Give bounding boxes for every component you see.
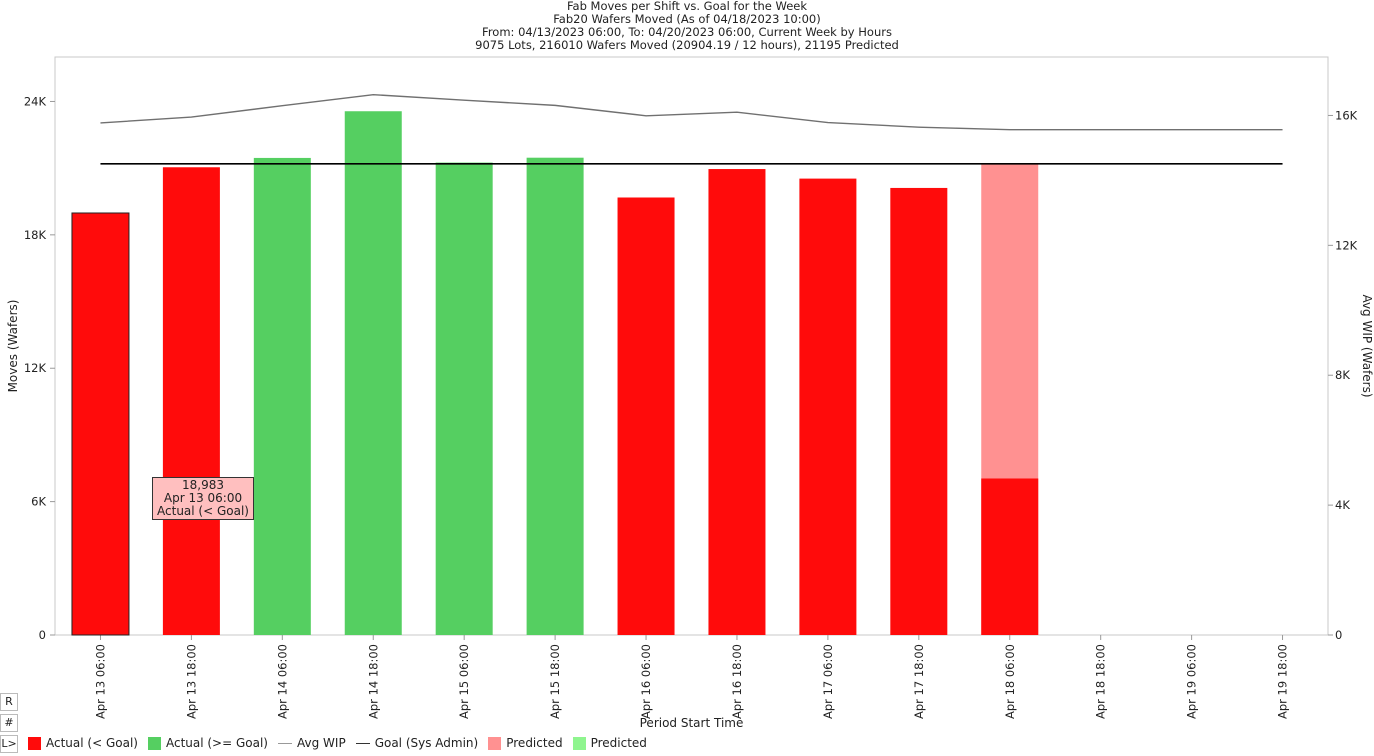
- legend-item-predicted-above[interactable]: Predicted: [572, 736, 647, 750]
- y2-tick-label: 0: [1335, 628, 1342, 642]
- side-toolbar: R # L>: [0, 693, 20, 756]
- actual-bar: [435, 162, 493, 635]
- legend-swatch: [572, 736, 586, 750]
- chart-date-range: From: 04/13/2023 06:00, To: 04/20/2023 0…: [482, 25, 892, 39]
- y2-tick-label: 8K: [1335, 368, 1350, 382]
- actual-bar: [71, 212, 130, 636]
- legend-label: Predicted: [590, 736, 647, 750]
- x-tick-label: Apr 15 18:00: [548, 644, 562, 719]
- legend-line: [278, 742, 292, 744]
- x-axis-label: Period Start Time: [640, 716, 744, 730]
- actual-bar: [617, 197, 675, 635]
- legend-line: [355, 742, 370, 744]
- x-tick-label: Apr 18 18:00: [1094, 644, 1108, 719]
- legend-item-avg-wip[interactable]: Avg WIP: [278, 736, 346, 750]
- x-tick-label: Apr 15 06:00: [457, 644, 471, 719]
- legend-item-goal[interactable]: Goal (Sys Admin): [355, 736, 479, 750]
- actual-bar: [799, 178, 857, 636]
- legend-swatch: [28, 736, 41, 750]
- tooltip-period: Apr 13 06:00: [163, 491, 243, 505]
- legend-label: Avg WIP: [297, 736, 346, 750]
- x-tick-label: Apr 19 06:00: [1185, 644, 1199, 719]
- chart-title-block: Fab Moves per Shift vs. Goal for the Wee…: [0, 0, 1374, 52]
- y-tick-label: 12K: [24, 361, 47, 375]
- legend-swatch: [488, 736, 502, 750]
- actual-bar: [253, 157, 311, 636]
- y2-tick-label: 4K: [1335, 498, 1350, 512]
- lines-layer: [100, 93, 1283, 165]
- chart-legend: Actual (< Goal) Actual (>= Goal) Avg WIP…: [28, 735, 657, 751]
- y-tick-label: 6K: [31, 495, 46, 509]
- moves-chart: 0 6K 12K 18K 24K 0 4K 8K 12K 16K Apr 13 06:00 Apr 1…: [6, 56, 1374, 730]
- y2-tick-label: 12K: [1335, 238, 1358, 252]
- y-tick-label: 24K: [24, 94, 47, 108]
- actual-bar: [981, 478, 1039, 635]
- bar-tooltip: 18,983 Apr 13 06:00 Actual (< Goal): [152, 477, 254, 520]
- y-tick-label: 18K: [24, 228, 47, 242]
- tooltip-series: Actual (< Goal): [157, 504, 249, 518]
- legend-label: Actual (< Goal): [46, 736, 138, 750]
- x-tick-label: Apr 18 06:00: [1003, 644, 1017, 719]
- chart-summary: 9075 Lots, 216010 Wafers Moved (20904.19…: [475, 38, 899, 52]
- x-tick-label: Apr 13 18:00: [184, 644, 198, 719]
- count-toggle-button[interactable]: #: [0, 714, 18, 732]
- x-tick-label: Apr 13 06:00: [93, 644, 107, 719]
- x-tick-label: Apr 19 18:00: [1276, 644, 1290, 719]
- y-tick-label: 0: [39, 628, 46, 642]
- chart-title: Fab Moves per Shift vs. Goal for the Wee…: [566, 0, 808, 13]
- actual-bar: [526, 157, 584, 635]
- legend-item-actual-below[interactable]: Actual (< Goal): [28, 736, 138, 750]
- reset-button[interactable]: R: [0, 693, 18, 711]
- labels-layer: 0 6K 12K 18K 24K 0 4K 8K 12K 16K Apr 13 06:00 Apr 1…: [6, 94, 1374, 730]
- actual-bar: [344, 111, 402, 635]
- actual-bar: [890, 187, 948, 636]
- legend-item-predicted-below[interactable]: Predicted: [488, 736, 563, 750]
- actual-bar: [162, 167, 220, 635]
- x-tick-label: Apr 17 18:00: [912, 644, 926, 719]
- legend-item-actual-above[interactable]: Actual (>= Goal): [147, 736, 268, 750]
- legend-label: Goal (Sys Admin): [374, 736, 479, 750]
- x-tick-label: Apr 16 18:00: [730, 644, 744, 719]
- plot-area: [54, 56, 1329, 636]
- bars-layer: [71, 111, 1039, 636]
- y2-tick-label: 16K: [1335, 108, 1358, 122]
- y2-axis-label: Avg WIP (Wafers): [1360, 294, 1374, 397]
- tooltip-value: 18,983: [182, 478, 224, 492]
- x-tick-label: Apr 14 06:00: [275, 644, 289, 719]
- avg-wip-line: [100, 93, 1283, 131]
- x-tick-label: Apr 17 06:00: [821, 644, 835, 719]
- x-tick-label: Apr 16 06:00: [639, 644, 653, 719]
- legend-label: Predicted: [506, 736, 563, 750]
- legend-swatch: [147, 736, 161, 750]
- x-tick-label: Apr 14 18:00: [366, 644, 380, 719]
- y-axis-label: Moves (Wafers): [6, 300, 20, 393]
- axes-layer: [50, 56, 1333, 640]
- actual-bar: [708, 169, 766, 635]
- legend-toggle-button[interactable]: L>: [0, 735, 18, 753]
- chart-subtitle: Fab20 Wafers Moved (As of 04/18/2023 10:…: [553, 12, 821, 26]
- legend-label: Actual (>= Goal): [165, 736, 268, 750]
